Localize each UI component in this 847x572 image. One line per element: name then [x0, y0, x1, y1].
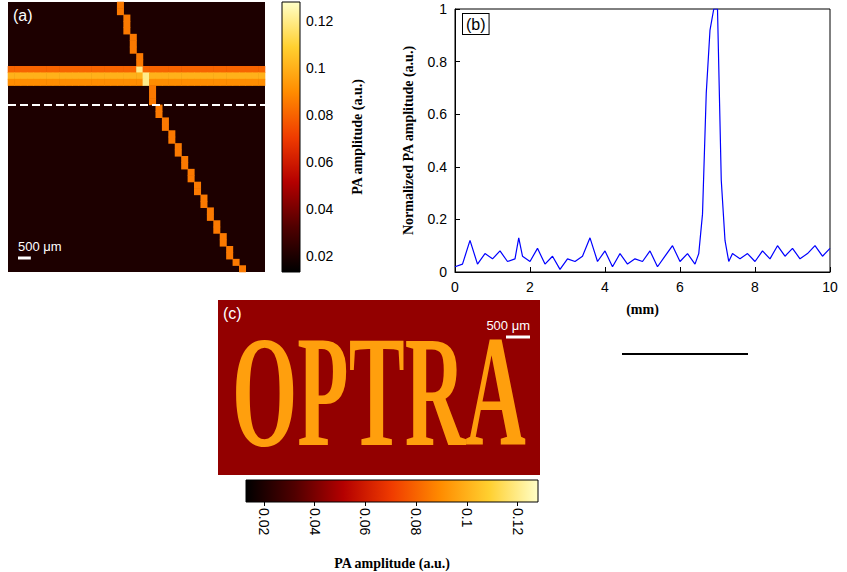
svg-text:2: 2 — [526, 279, 534, 295]
svg-text:0.8: 0.8 — [428, 54, 448, 70]
svg-text:(b): (b) — [466, 16, 486, 33]
svg-text:PA amplitude (a.u.): PA amplitude (a.u.) — [350, 79, 366, 195]
svg-text:PA amplitude (a.u.): PA amplitude (a.u.) — [334, 556, 450, 572]
svg-text:0.06: 0.06 — [306, 154, 333, 170]
svg-text:0: 0 — [451, 279, 459, 295]
svg-text:6: 6 — [676, 279, 684, 295]
svg-text:0.08: 0.08 — [306, 107, 333, 123]
svg-text:0.1: 0.1 — [306, 60, 326, 76]
svg-text:Normalized PA amplitude (a.u.): Normalized PA amplitude (a.u.) — [401, 46, 417, 235]
svg-text:1: 1 — [439, 1, 447, 17]
svg-text:0.04: 0.04 — [306, 201, 333, 217]
svg-text:(a): (a) — [13, 7, 33, 24]
svg-text:0.2: 0.2 — [428, 211, 448, 227]
svg-text:0.04: 0.04 — [307, 508, 323, 535]
svg-text:0.06: 0.06 — [357, 508, 373, 535]
svg-text:0.02: 0.02 — [306, 248, 333, 264]
svg-text:0.12: 0.12 — [510, 508, 526, 535]
svg-text:0.6: 0.6 — [428, 106, 448, 122]
svg-text:(c): (c) — [223, 305, 242, 322]
svg-text:0.4: 0.4 — [428, 159, 448, 175]
svg-text:500 μm: 500 μm — [18, 239, 62, 254]
svg-text:8: 8 — [751, 279, 759, 295]
svg-text:0.08: 0.08 — [408, 508, 424, 535]
svg-text:0.12: 0.12 — [306, 13, 333, 29]
svg-text:500 μm: 500 μm — [486, 318, 530, 333]
svg-text:OPTRA: OPTRA — [232, 303, 526, 481]
svg-text:0: 0 — [439, 264, 447, 280]
svg-text:4: 4 — [601, 279, 609, 295]
svg-text:(mm): (mm) — [626, 302, 659, 318]
svg-text:0.02: 0.02 — [256, 508, 272, 535]
svg-text:0.1: 0.1 — [459, 508, 475, 528]
svg-text:10: 10 — [822, 279, 838, 295]
